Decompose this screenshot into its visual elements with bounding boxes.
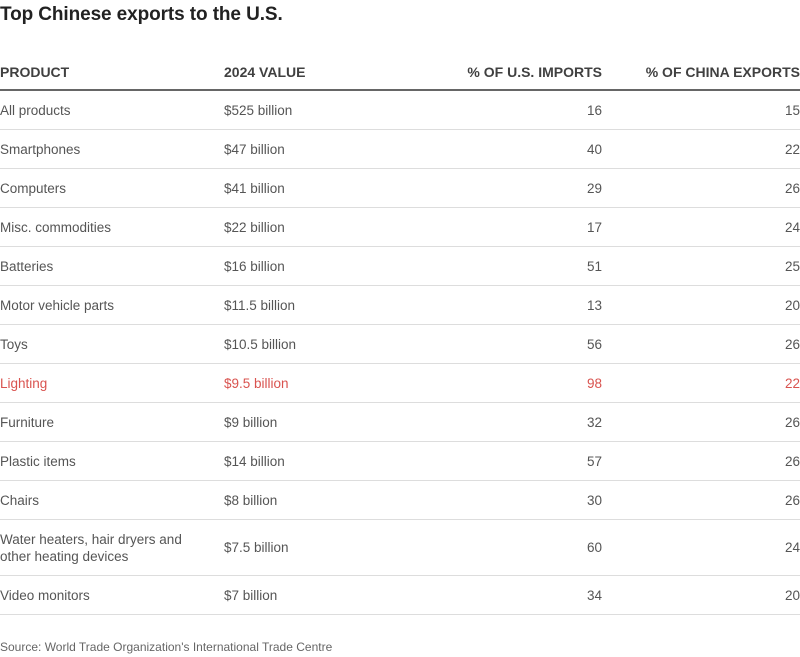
cell-product: Plastic items: [0, 441, 224, 481]
header-2024-value: 2024 VALUE: [224, 54, 430, 91]
table-row: Smartphones $47 billion 40 22: [0, 129, 800, 169]
cell-product: Lighting: [0, 363, 224, 403]
table-row: Chairs $8 billion 30 26: [0, 480, 800, 520]
cell-product: Batteries: [0, 246, 224, 286]
table-row: Water heaters, hair dryers and other hea…: [0, 519, 800, 576]
cell-value: $14 billion: [224, 441, 430, 481]
cell-china-exports-pct: 26: [602, 324, 800, 364]
cell-product: Misc. commodities: [0, 207, 224, 247]
table-row: Video monitors $7 billion 34 20: [0, 575, 800, 615]
table-row: Misc. commodities $22 billion 17 24: [0, 207, 800, 247]
cell-us-imports-pct: 17: [430, 207, 602, 247]
table-row: Motor vehicle parts $11.5 billion 13 20: [0, 285, 800, 325]
cell-value: $41 billion: [224, 168, 430, 208]
cell-us-imports-pct: 29: [430, 168, 602, 208]
table-row: Batteries $16 billion 51 25: [0, 246, 800, 286]
cell-us-imports-pct: 34: [430, 575, 602, 615]
cell-product: Toys: [0, 324, 224, 364]
header-china-exports: % OF CHINA EXPORTS: [602, 54, 800, 91]
cell-product: Furniture: [0, 402, 224, 442]
cell-product: Motor vehicle parts: [0, 285, 224, 325]
cell-china-exports-pct: 15: [602, 90, 800, 130]
cell-us-imports-pct: 56: [430, 324, 602, 364]
cell-us-imports-pct: 60: [430, 519, 602, 576]
table-row: Toys $10.5 billion 56 26: [0, 324, 800, 364]
cell-china-exports-pct: 22: [602, 363, 800, 403]
cell-value: $10.5 billion: [224, 324, 430, 364]
exports-table: PRODUCT 2024 VALUE % OF U.S. IMPORTS % O…: [0, 54, 800, 615]
cell-china-exports-pct: 26: [602, 168, 800, 208]
header-us-imports: % OF U.S. IMPORTS: [430, 54, 602, 91]
cell-value: $47 billion: [224, 129, 430, 169]
cell-china-exports-pct: 26: [602, 402, 800, 442]
table-row: Plastic items $14 billion 57 26: [0, 441, 800, 481]
cell-china-exports-pct: 26: [602, 441, 800, 481]
cell-china-exports-pct: 20: [602, 575, 800, 615]
source-note: Source: World Trade Organization's Inter…: [0, 640, 333, 654]
cell-us-imports-pct: 57: [430, 441, 602, 481]
table-header-row: PRODUCT 2024 VALUE % OF U.S. IMPORTS % O…: [0, 54, 800, 91]
table-row: All products $525 billion 16 15: [0, 90, 800, 130]
cell-product: Computers: [0, 168, 224, 208]
table-row: Computers $41 billion 29 26: [0, 168, 800, 208]
cell-value: $11.5 billion: [224, 285, 430, 325]
cell-value: $8 billion: [224, 480, 430, 520]
cell-value: $7 billion: [224, 575, 430, 615]
table-body: All products $525 billion 16 15 Smartphones $…: [0, 90, 800, 615]
cell-value: $9 billion: [224, 402, 430, 442]
cell-us-imports-pct: 13: [430, 285, 602, 325]
cell-product: Chairs: [0, 480, 224, 520]
cell-us-imports-pct: 98: [430, 363, 602, 403]
cell-value: $22 billion: [224, 207, 430, 247]
cell-value: $525 billion: [224, 90, 430, 130]
cell-china-exports-pct: 25: [602, 246, 800, 286]
cell-us-imports-pct: 40: [430, 129, 602, 169]
chart-title: Top Chinese exports to the U.S.: [0, 4, 283, 25]
cell-china-exports-pct: 20: [602, 285, 800, 325]
cell-us-imports-pct: 51: [430, 246, 602, 286]
cell-us-imports-pct: 30: [430, 480, 602, 520]
cell-us-imports-pct: 16: [430, 90, 602, 130]
table-row: Furniture $9 billion 32 26: [0, 402, 800, 442]
cell-value: $9.5 billion: [224, 363, 430, 403]
cell-china-exports-pct: 24: [602, 519, 800, 576]
cell-china-exports-pct: 24: [602, 207, 800, 247]
header-product: PRODUCT: [0, 54, 224, 91]
cell-product: All products: [0, 90, 224, 130]
cell-product: Smartphones: [0, 129, 224, 169]
cell-us-imports-pct: 32: [430, 402, 602, 442]
cell-value: $7.5 billion: [224, 519, 430, 576]
cell-china-exports-pct: 22: [602, 129, 800, 169]
cell-product: Video monitors: [0, 575, 224, 615]
cell-value: $16 billion: [224, 246, 430, 286]
cell-product: Water heaters, hair dryers and other hea…: [0, 519, 224, 576]
table-row: Lighting $9.5 billion 98 22: [0, 363, 800, 403]
cell-china-exports-pct: 26: [602, 480, 800, 520]
